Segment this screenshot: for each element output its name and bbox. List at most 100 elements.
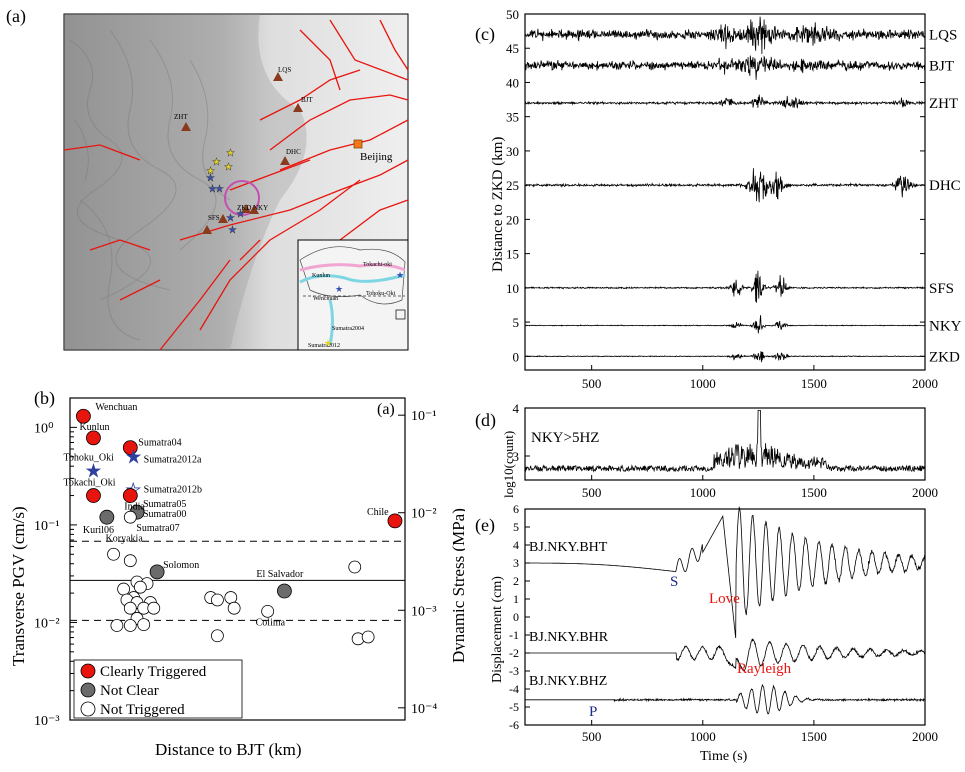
inset-label: Wenchuan: [313, 296, 338, 302]
plot-frame: [524, 13, 926, 371]
station-label: SFS: [929, 281, 954, 297]
point-grey: [149, 564, 165, 580]
point-label: Koryakia: [106, 533, 144, 544]
panel-d: (d) log10(count) NKY>5HZ 3 4 500 1000 1500 20…: [465, 400, 965, 505]
y-tick-label: 1: [513, 592, 519, 606]
point-labels: Wenchuan Kunlun Sumatra04 Sumatra2012a Tohok…: [63, 402, 389, 628]
triggered-zone-circle: [224, 180, 260, 216]
legend-label: Not Clear: [100, 683, 159, 699]
inset-label: Kunlun: [312, 273, 330, 279]
epicenter-stars: ★ ★ ★ ★ ★ ★ ★ ★ ★ ★: [206, 148, 245, 236]
ray-path: [328, 299, 334, 346]
star-icon: ★: [228, 225, 237, 236]
point-label: Kunlun: [79, 422, 109, 433]
point-label: Kuril06: [83, 525, 114, 536]
point-red: [122, 440, 138, 456]
point-not-triggered: [123, 619, 137, 632]
y-tick-label: 4: [513, 401, 520, 416]
point-not-triggered: [137, 618, 151, 632]
waveform-dhc: [525, 168, 926, 203]
y-tick-label: 45: [506, 41, 519, 56]
inset-box: [395, 309, 406, 320]
y-tick-label: -1: [509, 628, 519, 642]
station-label: ZKD: [237, 204, 251, 212]
panel-b-label: (b): [34, 388, 55, 409]
y-tick-label: -3: [509, 664, 519, 678]
panel-a: (a): [0, 0, 420, 370]
station-triangle-icon: [181, 122, 191, 131]
panel-d-label: (d): [475, 410, 496, 431]
panel-c: (c) Distance to ZKD (km) 0 5 10 15 20 25 30 35 4…: [465, 0, 965, 400]
x-tick-label: 1000: [690, 376, 716, 391]
point-not-triggered: [210, 629, 224, 643]
y-tick-label: 5: [513, 315, 520, 330]
station-label: SFS: [208, 214, 220, 222]
legend-label: Clearly Triggered: [100, 664, 207, 680]
station-label: NKY: [929, 319, 962, 335]
point-label: Colima: [256, 617, 286, 628]
legend: Clearly Triggered Not Clear Not Triggere…: [73, 659, 243, 719]
y-axis-label: log10(count): [501, 431, 516, 498]
station-nky: NKY: [249, 204, 268, 214]
point-label: Tohoku_Oki: [63, 453, 114, 464]
station-label: ZHT: [929, 96, 958, 112]
point-label: Solomon: [163, 560, 199, 571]
point-label: India: [124, 502, 145, 513]
point-label: Tokachi_Oki: [63, 478, 115, 489]
star-icon: ★: [206, 173, 215, 184]
station-triangle-icon: [280, 156, 290, 165]
ray-path: [299, 273, 406, 284]
count-line: [524, 410, 926, 473]
x-tick-label: 1500: [801, 729, 827, 744]
point-grey: [276, 583, 292, 599]
y-tick-label: 35: [506, 110, 519, 125]
y-axis-label: Displacement (cm): [490, 576, 505, 683]
point-not-triggered: [117, 582, 130, 596]
point-label: Sumatra05: [143, 499, 186, 510]
data-points: ★★★: [76, 408, 403, 646]
inset-label: Sumatra2012: [308, 343, 340, 349]
phase-label: S: [670, 574, 678, 590]
station-label: ZHT: [174, 113, 188, 121]
x-tick-label: 2000: [912, 729, 938, 744]
point-label: Sumatra2012a: [144, 455, 202, 466]
x-tick-label: 2000: [912, 376, 938, 391]
star-icon: ★: [324, 338, 332, 348]
point-red: [76, 408, 91, 424]
station-label: BJT: [301, 96, 313, 104]
station-triangle-icon: [273, 72, 283, 81]
axis-ticks: 3 4 500 1000 1500 2000: [513, 401, 939, 500]
point-red: [122, 488, 138, 503]
y-tick-label: -6: [509, 718, 519, 732]
y-tick-label: 2: [513, 574, 519, 588]
x-tick-label: 1500: [801, 376, 827, 391]
plot-frame: [69, 397, 406, 721]
y-tick-label: 20: [506, 212, 519, 227]
station-lqs: LQS: [273, 66, 291, 81]
displacement-traces: [525, 506, 926, 715]
waveform-zkd: [524, 351, 926, 363]
y-right-tick-label: 10⁻¹: [411, 409, 437, 424]
station-label: LQS: [278, 66, 291, 74]
star-icon: ★: [226, 213, 235, 224]
panel-b: (b) (a) Distance to BJT (km) Transverse …: [0, 378, 468, 767]
panel-b-inner-label: (a): [377, 401, 395, 418]
point-blue-star: ★: [125, 447, 143, 469]
y-tick-label: 4: [513, 538, 519, 552]
legend-label: Not Triggered: [100, 702, 185, 718]
waveform-bjt: [524, 55, 926, 80]
station-label: LQS: [929, 28, 957, 44]
y-tick-label: 15: [506, 247, 519, 262]
y-tick-label: 30: [506, 144, 519, 159]
station-triangle-icon: [293, 103, 303, 112]
station-triangle-icon: [202, 225, 212, 234]
x-axis-label: Distance to BJT (km): [155, 740, 302, 759]
waveform-sfs: [524, 270, 926, 303]
panel-a-label: (a): [6, 6, 26, 27]
trace-label: BJ.NKY.BHZ: [529, 674, 607, 689]
trace-bhz: [525, 683, 926, 715]
point-open: [107, 547, 120, 561]
y-axis-label: Transverse PGV (cm/s): [9, 506, 28, 666]
point-not-triggered: [110, 619, 124, 632]
china-outline: [299, 246, 406, 305]
